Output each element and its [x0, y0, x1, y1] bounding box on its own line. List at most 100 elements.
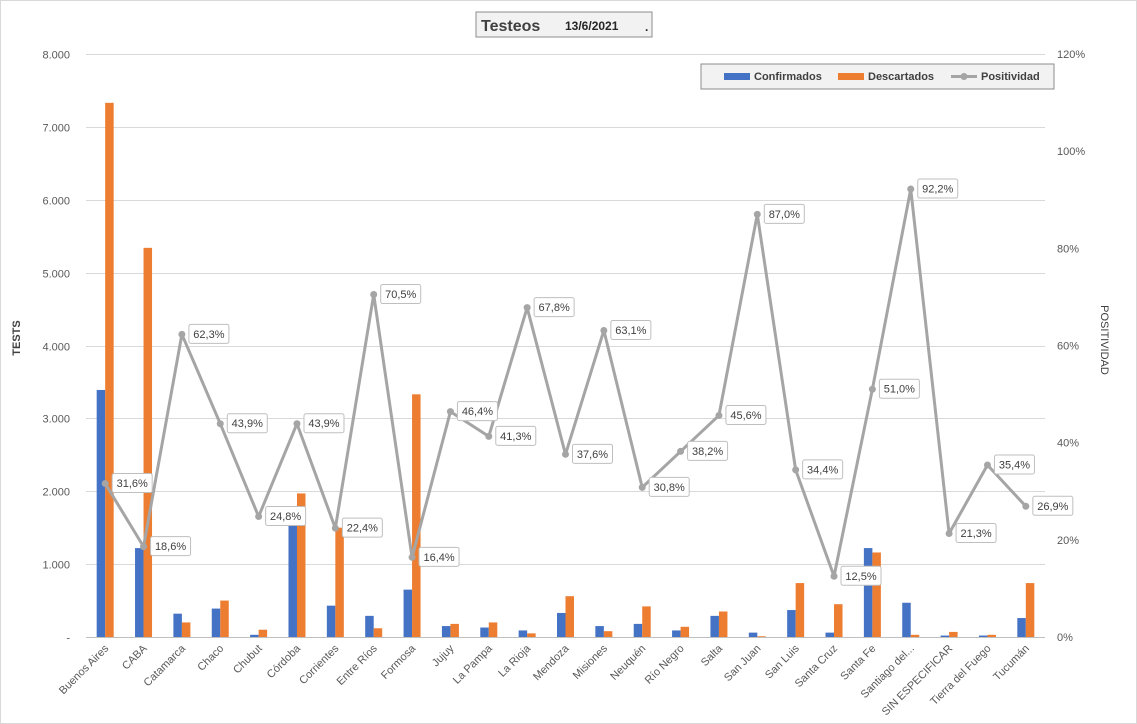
data-label-box	[687, 440, 729, 461]
data-label: 35,4%	[999, 460, 1030, 472]
data-label-box	[993, 454, 1035, 475]
positividad-point	[1022, 502, 1030, 510]
y2-tick-label: 20%	[1057, 535, 1079, 547]
bar-confirmados	[863, 548, 873, 637]
data-labels: 31,6% 18,6% 62,3% 43,9% 24,8% 43,9% 22,4% 70,5%…	[111, 178, 1074, 586]
data-label-box	[341, 517, 383, 538]
legend-swatch-descartados	[838, 73, 864, 80]
data-label: 46,4%	[462, 406, 493, 418]
data-label-box	[648, 476, 690, 497]
bar-confirmados	[518, 630, 528, 637]
bar-descartados	[795, 583, 805, 637]
legend-swatch-confirmados	[724, 73, 750, 80]
data-label: 38,2%	[692, 446, 723, 458]
bar-confirmados	[135, 548, 144, 637]
bar-confirmados	[633, 623, 643, 637]
positividad-point	[370, 290, 378, 298]
bar-confirmados	[672, 630, 681, 637]
title-box: Testeos 13/6/2021 .	[475, 11, 653, 38]
data-label-box	[418, 546, 460, 567]
bar-descartados	[220, 600, 229, 637]
positividad-point	[140, 543, 148, 551]
bar-descartados	[910, 634, 920, 637]
data-label-box	[380, 283, 422, 304]
bar-confirmados	[557, 612, 566, 637]
data-label-box	[917, 178, 959, 199]
data-label-box	[456, 401, 498, 422]
y2-tick-label: 40%	[1057, 438, 1079, 450]
bars	[96, 102, 1035, 638]
positividad-point	[753, 210, 761, 218]
bar-descartados	[834, 604, 843, 637]
data-label: 22,4%	[347, 523, 378, 535]
bar-confirmados	[787, 610, 796, 637]
data-label: 12,5%	[845, 571, 876, 583]
y-tick-label: 1.000	[42, 560, 70, 572]
bar-confirmados	[326, 605, 336, 637]
y-tick-label: 4.000	[42, 342, 70, 354]
bar-confirmados	[173, 613, 182, 637]
positividad-point	[792, 466, 800, 474]
data-label: 24,8%	[270, 511, 301, 523]
bar-descartados	[335, 527, 344, 637]
data-label: 51,0%	[884, 384, 915, 396]
chart-subtitle: 13/6/2021	[565, 19, 619, 33]
bar-descartados	[1025, 583, 1035, 637]
bar-descartados	[680, 626, 690, 637]
bar-confirmados	[403, 589, 413, 637]
bar-descartados	[718, 611, 728, 637]
bar-descartados	[603, 631, 613, 637]
positividad-point	[255, 513, 263, 521]
y-tick-label: 2.000	[42, 487, 70, 499]
y2-tick-label: 100%	[1057, 146, 1085, 158]
legend: Confirmados Descartados Positividad	[700, 63, 1055, 90]
positividad-point	[101, 479, 109, 487]
data-label-box	[955, 523, 997, 544]
title-suffix: .	[645, 20, 648, 34]
bar-confirmados	[288, 523, 297, 637]
bar-confirmados	[96, 389, 106, 637]
data-label: 67,8%	[539, 302, 570, 314]
bar-confirmados	[480, 627, 489, 637]
data-label-box	[572, 443, 613, 464]
bar-confirmados	[748, 632, 758, 637]
positividad-point	[868, 385, 876, 393]
data-label-box	[878, 378, 920, 399]
bar-confirmados	[978, 635, 988, 637]
bar-descartados	[450, 623, 459, 637]
positividad-point	[907, 185, 915, 193]
y-axis-title: TESTS	[11, 320, 23, 355]
data-label-box	[610, 319, 652, 340]
bar-confirmados	[250, 634, 259, 637]
positividad-point	[293, 420, 301, 428]
data-label-box	[188, 323, 230, 344]
data-label: 63,1%	[615, 325, 646, 337]
positividad-point	[331, 524, 339, 532]
bar-descartados	[949, 631, 958, 637]
legend-label-positividad: Positividad	[981, 71, 1040, 83]
data-label-box	[840, 565, 882, 586]
y-tick-label: 5.000	[42, 269, 70, 281]
y2-axis-title: POSITIVIDAD	[1098, 305, 1110, 375]
data-label: 21,3%	[960, 528, 991, 540]
data-label: 45,6%	[730, 410, 761, 422]
bar-descartados	[373, 628, 383, 637]
positividad-point	[178, 330, 186, 338]
data-label-box	[111, 472, 153, 493]
y-tick-label: -	[66, 633, 70, 645]
data-label-box	[725, 404, 767, 425]
positividad-point	[523, 304, 531, 312]
positividad-point	[446, 408, 454, 416]
y-tick-label: 7.000	[42, 123, 70, 135]
positividad-point	[677, 447, 685, 455]
data-label-box	[533, 297, 575, 318]
positivity-line	[101, 185, 1030, 580]
bar-confirmados	[595, 626, 604, 637]
positividad-point	[715, 411, 723, 419]
y2-tick-label: 120%	[1057, 49, 1085, 61]
legend-label-descartados: Descartados	[868, 71, 934, 83]
chart-title: Testeos	[481, 18, 540, 35]
positividad-point	[485, 432, 493, 440]
bar-descartados	[872, 552, 881, 637]
data-label-box	[763, 203, 805, 224]
